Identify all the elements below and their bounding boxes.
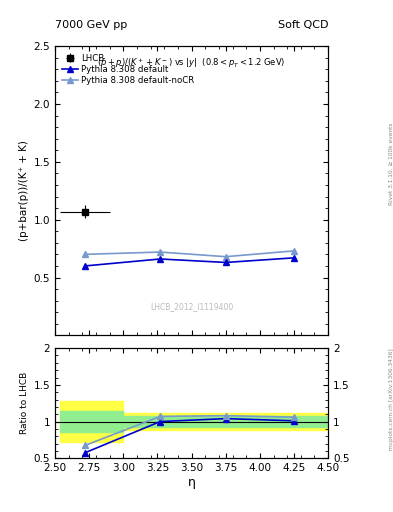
Text: LHCB_2012_I1119400: LHCB_2012_I1119400: [150, 302, 233, 311]
Y-axis label: Ratio to LHCB: Ratio to LHCB: [20, 372, 29, 434]
Pythia 8.308 default: [223, 260, 228, 266]
Text: Rivet 3.1.10, ≥ 100k events: Rivet 3.1.10, ≥ 100k events: [389, 122, 393, 205]
Pythia 8.308 default: [292, 255, 296, 261]
Text: $(\bar{p}+p)/(K^++K^-)$ vs $|y|$  $(0.8 < p_T < 1.2\ \mathrm{GeV})$: $(\bar{p}+p)/(K^++K^-)$ vs $|y|$ $(0.8 <…: [97, 56, 286, 70]
Pythia 8.308 default-noCR: [292, 248, 296, 254]
Pythia 8.308 default: [83, 263, 87, 269]
Pythia 8.308 default: [158, 256, 163, 262]
Line: Pythia 8.308 default: Pythia 8.308 default: [82, 255, 297, 269]
Y-axis label: (p+bar(p))/(K⁺ + K): (p+bar(p))/(K⁺ + K): [19, 140, 29, 241]
Text: mcplots.cern.ch [arXiv:1306.3436]: mcplots.cern.ch [arXiv:1306.3436]: [389, 349, 393, 450]
Line: Pythia 8.308 default-noCR: Pythia 8.308 default-noCR: [82, 248, 297, 260]
Legend: LHCB, Pythia 8.308 default, Pythia 8.308 default-noCR: LHCB, Pythia 8.308 default, Pythia 8.308…: [61, 52, 196, 87]
Pythia 8.308 default-noCR: [158, 249, 163, 255]
Pythia 8.308 default-noCR: [223, 253, 228, 260]
Pythia 8.308 default-noCR: [83, 251, 87, 258]
X-axis label: η: η: [187, 476, 196, 489]
Text: Soft QCD: Soft QCD: [278, 20, 328, 30]
Text: 7000 GeV pp: 7000 GeV pp: [55, 20, 127, 30]
